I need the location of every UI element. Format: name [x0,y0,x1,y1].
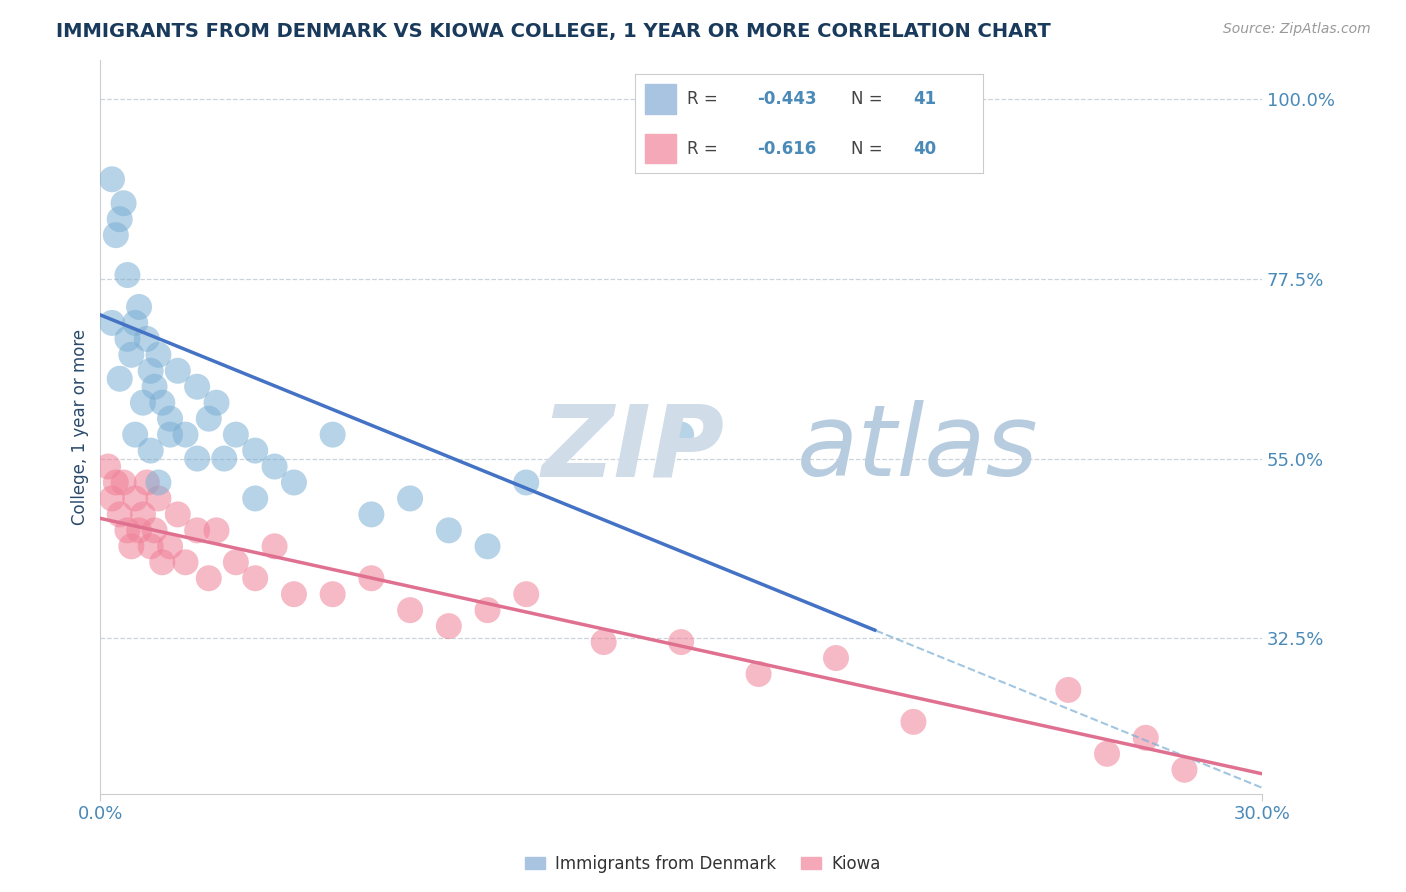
Point [669,635,692,649]
Point [159,539,181,553]
Point [197,411,219,425]
Legend: Immigrants from Denmark, Kiowa: Immigrants from Denmark, Kiowa [519,848,887,880]
Point [174,555,197,569]
Point [748,667,770,681]
Point [159,411,181,425]
Point [117,524,139,538]
Point [1057,682,1080,697]
Point [112,196,135,211]
Point [135,475,157,490]
Point [245,443,267,458]
Point [437,619,460,633]
Point [1095,747,1118,761]
Point [120,348,142,362]
Point [399,491,422,506]
Point [669,427,692,442]
Point [205,524,228,538]
Point [360,571,382,585]
Point [128,300,150,314]
Point [903,714,925,729]
Point [148,491,170,506]
Point [124,427,146,442]
Point [139,539,162,553]
Point [150,555,173,569]
Point [108,508,131,522]
Point [135,332,157,346]
Point [225,427,247,442]
Point [186,524,208,538]
Point [143,524,166,538]
Point [117,332,139,346]
Point [132,395,155,409]
Point [143,380,166,394]
Point [97,459,120,474]
Point [174,427,197,442]
Point [399,603,422,617]
Point [263,539,285,553]
Text: atlas: atlas [797,401,1039,497]
Text: Source: ZipAtlas.com: Source: ZipAtlas.com [1223,22,1371,37]
Point [437,524,460,538]
Point [283,587,305,601]
Point [197,571,219,585]
Point [225,555,247,569]
Point [112,475,135,490]
Point [205,395,228,409]
Point [166,508,188,522]
Point [322,427,344,442]
Point [245,571,267,585]
Point [148,475,170,490]
Point [150,395,173,409]
Point [148,348,170,362]
Point [477,539,499,553]
Point [132,508,155,522]
Point [212,451,235,466]
Point [186,451,208,466]
Point [124,316,146,330]
Point [108,372,131,386]
Point [245,491,267,506]
Point [101,172,124,186]
Point [104,228,127,243]
Point [101,491,124,506]
Point [108,212,131,227]
Point [477,603,499,617]
Point [825,651,848,665]
Point [283,475,305,490]
Text: ZIP: ZIP [541,401,724,497]
Point [263,459,285,474]
Point [128,524,150,538]
Point [1173,763,1195,777]
Point [515,587,537,601]
Point [186,380,208,394]
Point [592,635,614,649]
Point [166,364,188,378]
Point [322,587,344,601]
Point [101,316,124,330]
Point [515,475,537,490]
Point [1135,731,1157,745]
Point [139,443,162,458]
Point [360,508,382,522]
Point [117,268,139,282]
Point [139,364,162,378]
Text: IMMIGRANTS FROM DENMARK VS KIOWA COLLEGE, 1 YEAR OR MORE CORRELATION CHART: IMMIGRANTS FROM DENMARK VS KIOWA COLLEGE… [56,22,1052,41]
Point [124,491,146,506]
Point [120,539,142,553]
Y-axis label: College, 1 year or more: College, 1 year or more [72,328,89,524]
Point [104,475,127,490]
Point [159,427,181,442]
